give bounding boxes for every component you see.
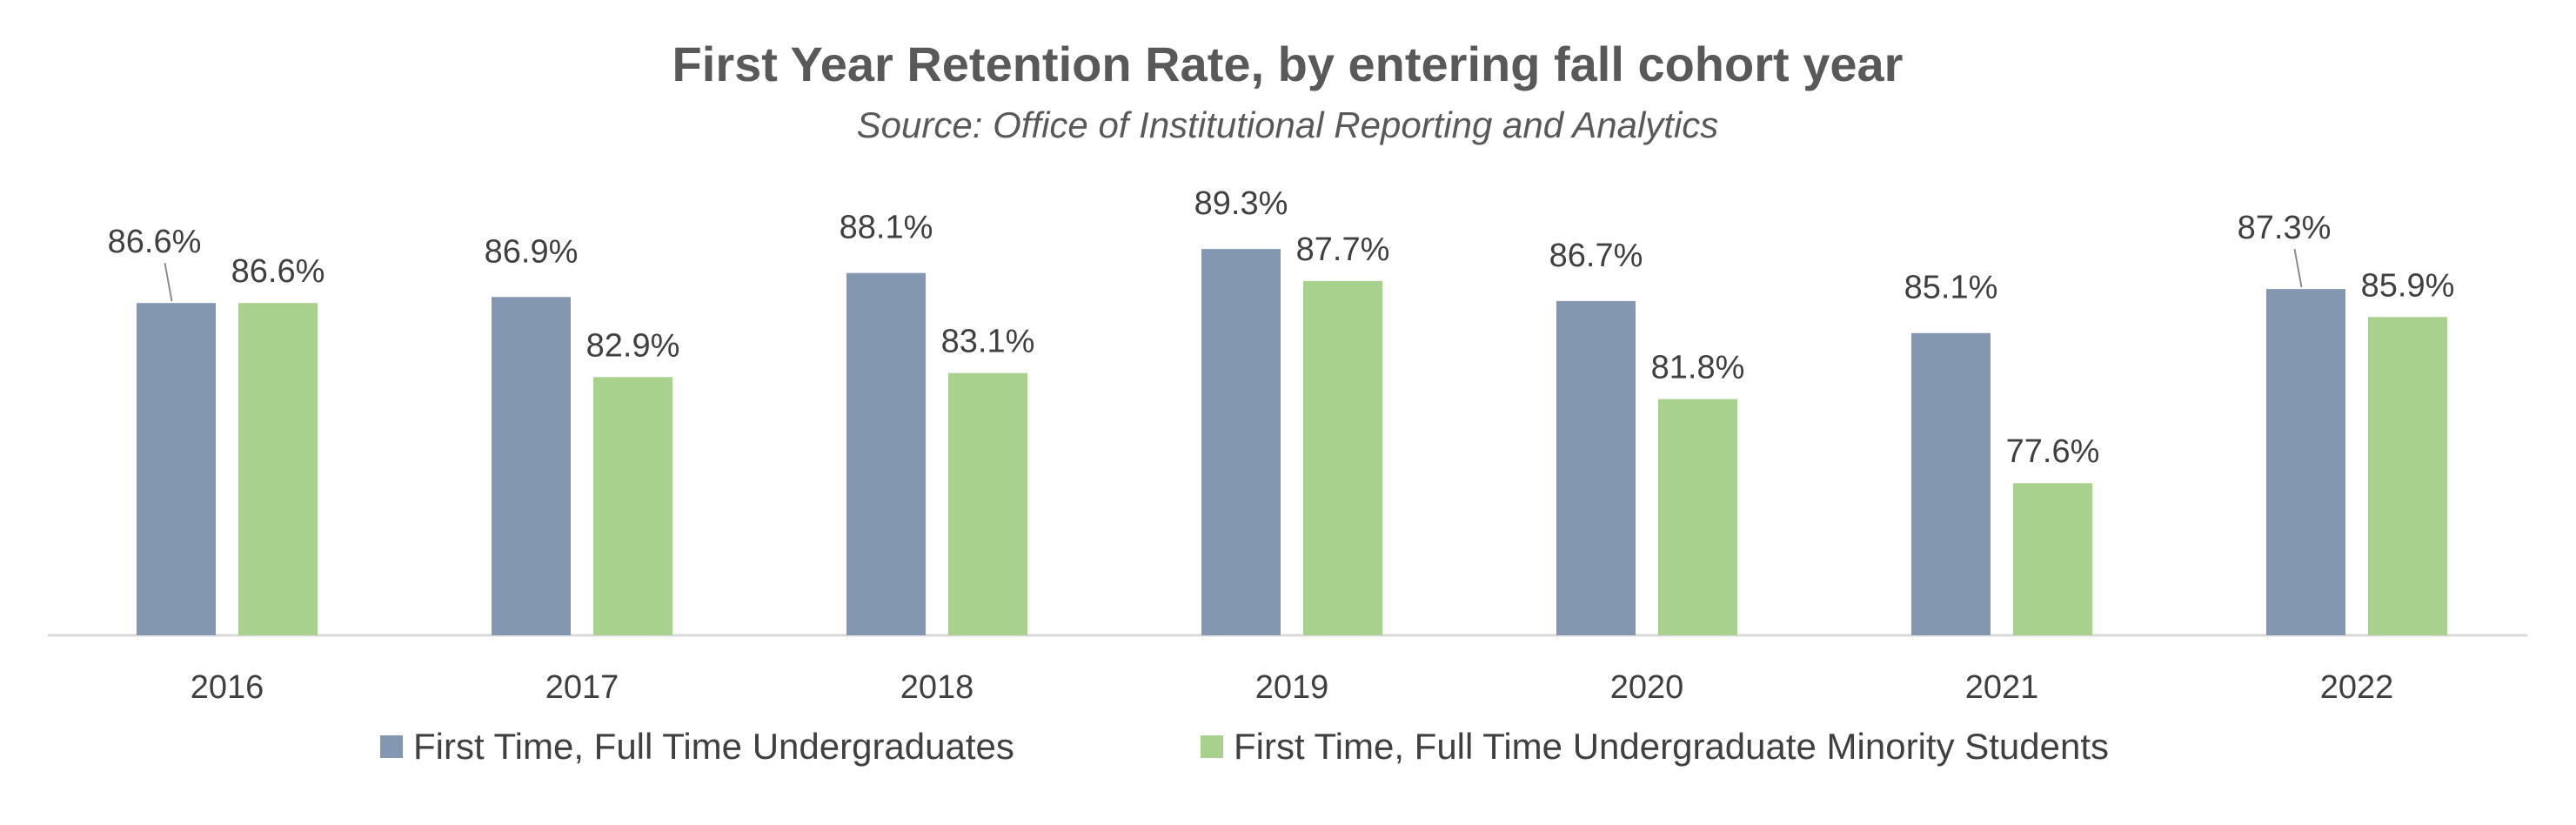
data-label-minority-2021: 77.6% (2006, 433, 2100, 470)
chart-title: First Year Retention Rate, by entering f… (672, 37, 1904, 91)
data-label-undergraduates-2019: 89.3% (1194, 185, 1288, 222)
bar-undergraduates-2022 (2266, 289, 2345, 635)
x-tick-label-2017: 2017 (545, 669, 619, 706)
data-label-leader-line (2293, 248, 2303, 288)
plot-area: 86.6% 86.6% 2016 86.9% 82.9% 2017 88.1% 83.1% 20… (48, 185, 2527, 706)
data-label-minority-2019: 87.7% (1296, 231, 1390, 268)
bar-undergraduates-2021 (1911, 332, 1991, 635)
x-tick-label-2020: 2020 (1610, 669, 1684, 706)
data-label-leader-line (164, 263, 173, 302)
bar-minority-2020 (1658, 399, 1737, 635)
data-label-undergraduates-2016: 86.6% (108, 224, 202, 260)
bar-minority-2021 (2013, 483, 2092, 635)
x-tick-label-2019: 2019 (1255, 669, 1329, 706)
data-label-undergraduates-2021: 85.1% (1904, 270, 1998, 306)
data-label-undergraduates-2017: 86.9% (485, 233, 579, 270)
bar-undergraduates-2018 (846, 272, 926, 635)
chart-subtitle: Source: Office of Institutional Reportin… (857, 104, 1719, 145)
data-label-minority-2017: 82.9% (586, 327, 680, 364)
data-label-minority-2016: 86.6% (231, 253, 325, 290)
x-tick-label-2021: 2021 (1965, 669, 2039, 706)
data-label-undergraduates-2022: 87.3% (2238, 210, 2332, 246)
data-label-minority-2018: 83.1% (941, 324, 1035, 360)
bar-minority-2022 (2368, 317, 2447, 635)
bar-undergraduates-2019 (1201, 249, 1281, 635)
legend-label-minority: First Time, Full Time Undergraduate Mino… (1234, 726, 2109, 767)
legend: First Time, Full Time Undergraduates Firs… (380, 726, 2109, 767)
bar-undergraduates-2020 (1556, 300, 1636, 635)
bar-undergraduates-2016 (137, 303, 216, 635)
bar-minority-2019 (1303, 280, 1382, 635)
legend-swatch-undergraduates (380, 735, 403, 758)
bar-undergraduates-2017 (492, 297, 571, 635)
x-tick-label-2018: 2018 (900, 669, 974, 706)
data-label-minority-2020: 81.8% (1651, 350, 1745, 386)
data-label-undergraduates-2018: 88.1% (840, 210, 933, 246)
bar-minority-2018 (948, 372, 1027, 635)
bar-minority-2017 (593, 377, 672, 635)
data-label-undergraduates-2020: 86.7% (1549, 238, 1643, 274)
legend-swatch-minority (1201, 735, 1223, 758)
bar-minority-2016 (238, 303, 318, 635)
x-tick-label-2022: 2022 (2320, 669, 2394, 706)
x-tick-label-2016: 2016 (191, 669, 264, 706)
data-label-minority-2022: 85.9% (2361, 267, 2455, 304)
legend-label-undergraduates: First Time, Full Time Undergraduates (413, 726, 1014, 767)
